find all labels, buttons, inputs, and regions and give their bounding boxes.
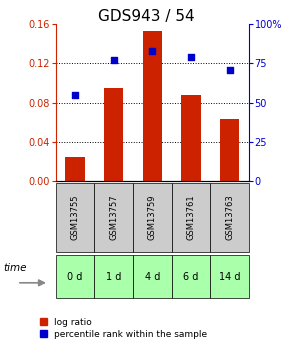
Bar — [65, 157, 85, 181]
Legend: log ratio, percentile rank within the sample: log ratio, percentile rank within the sa… — [40, 318, 207, 339]
Text: GSM13761: GSM13761 — [187, 195, 195, 240]
Text: 14 d: 14 d — [219, 272, 241, 282]
Point — [73, 92, 77, 98]
Text: 1 d: 1 d — [106, 272, 121, 282]
Bar — [181, 95, 201, 181]
Point — [111, 58, 116, 63]
Bar — [220, 119, 239, 181]
Bar — [104, 88, 123, 181]
Text: 4 d: 4 d — [145, 272, 160, 282]
Point — [227, 67, 232, 72]
Point — [189, 55, 193, 60]
Text: GSM13755: GSM13755 — [71, 195, 79, 240]
Text: 6 d: 6 d — [183, 272, 199, 282]
Point — [150, 48, 155, 53]
Text: GSM13763: GSM13763 — [225, 195, 234, 240]
Text: time: time — [3, 263, 26, 273]
Text: GSM13759: GSM13759 — [148, 195, 157, 240]
Text: GSM13757: GSM13757 — [109, 195, 118, 240]
Text: 0 d: 0 d — [67, 272, 83, 282]
Text: GDS943 / 54: GDS943 / 54 — [98, 9, 195, 23]
Bar — [143, 31, 162, 181]
